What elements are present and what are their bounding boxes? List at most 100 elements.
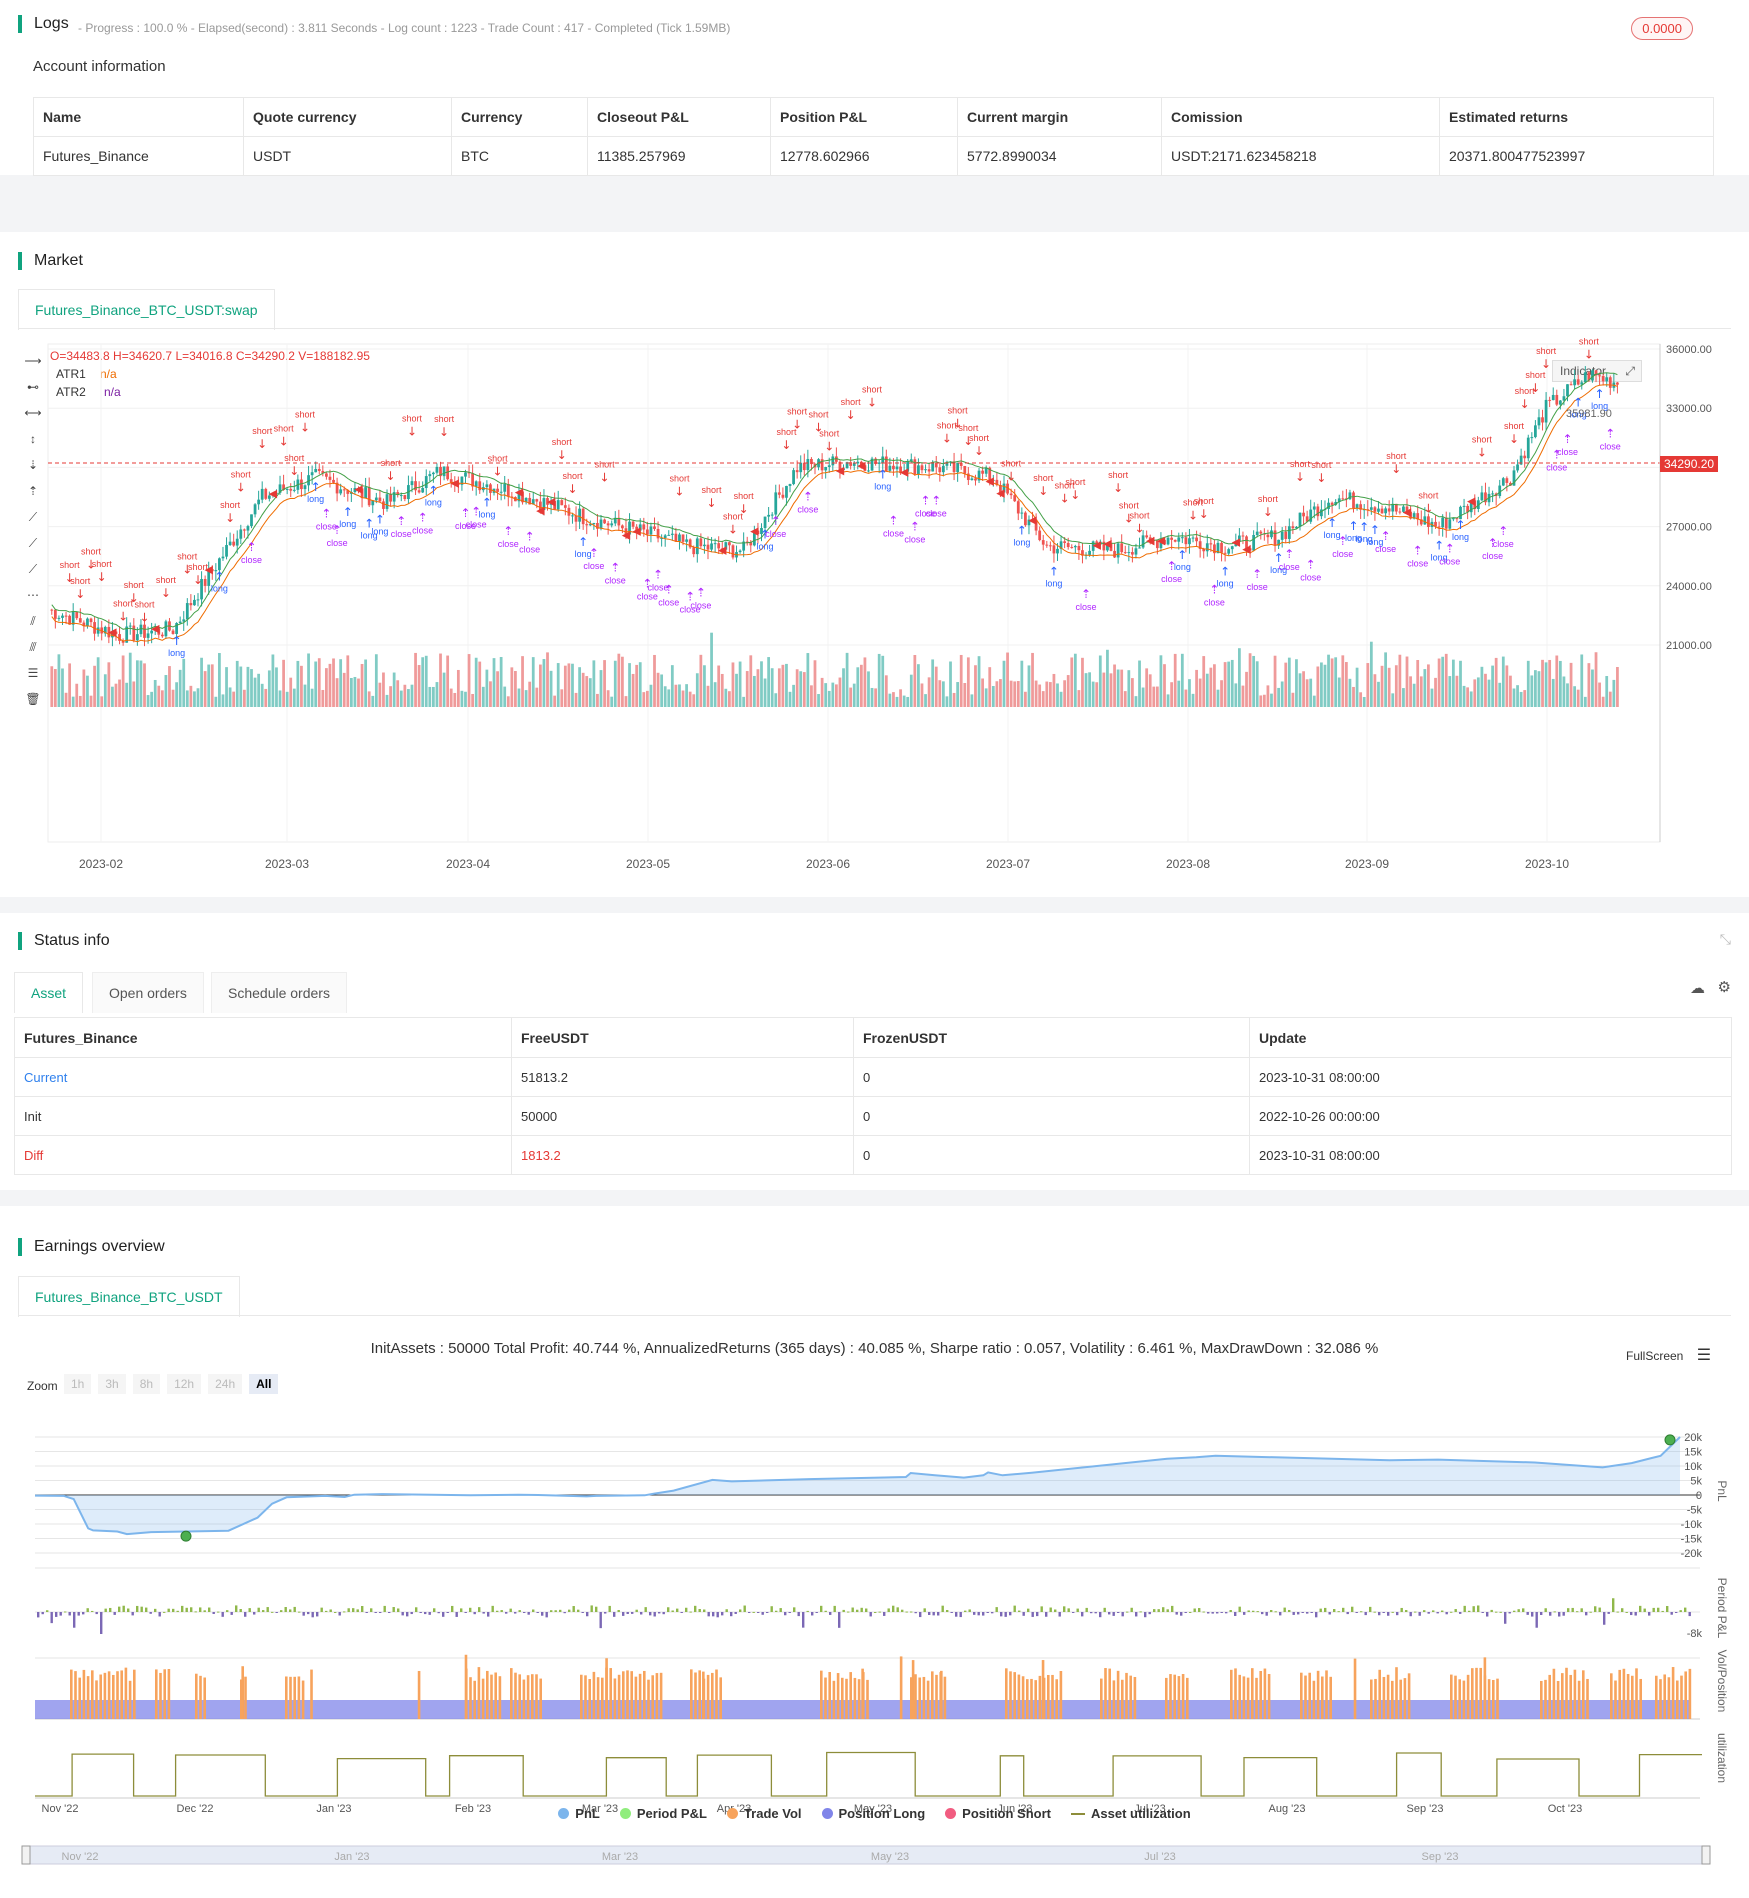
volume-bar	[1145, 668, 1149, 707]
long-arrow-icon: ↑	[1274, 551, 1284, 565]
candlestick-chart[interactable]: short↓short↓short↓short↓◀short↓short↓sho…	[0, 232, 1749, 897]
period-bar	[1324, 1607, 1327, 1612]
cell[interactable]: Current	[14, 1057, 512, 1097]
fullscreen-button[interactable]: FullScreen ☰	[1626, 1345, 1711, 1365]
ray-line-icon[interactable]: ⟋	[28, 536, 38, 550]
trade-vol-bar	[1407, 1673, 1411, 1719]
period-bar	[500, 1610, 503, 1612]
legend-period-pnl[interactable]: Period P&L	[619, 1806, 707, 1821]
candle-body	[670, 533, 674, 535]
volume-bar	[692, 694, 696, 707]
candle-body	[1519, 455, 1523, 465]
zoom-24h[interactable]: 24h	[208, 1374, 243, 1394]
zoom-8h[interactable]: 8h	[132, 1374, 161, 1394]
entry-marker-icon: ◀	[1242, 542, 1251, 555]
short-label: short	[937, 420, 958, 430]
period-bar	[464, 1612, 467, 1613]
volume-bar	[1398, 654, 1402, 707]
cell: 50000	[511, 1096, 854, 1136]
tab-asset[interactable]: Asset	[14, 972, 84, 1013]
horizontal-line-icon[interactable]: ⊷	[27, 380, 39, 394]
vertical-ray-icon[interactable]: ⇡	[27, 484, 39, 498]
candle-body	[317, 468, 321, 471]
levels-icon[interactable]: ☰	[27, 666, 39, 680]
period-bar	[671, 1610, 674, 1612]
candle-body	[257, 499, 261, 505]
short-arrow-icon: ↓	[942, 431, 952, 445]
volume-bar	[1245, 671, 1248, 707]
zoom-12h[interactable]: 12h	[167, 1374, 202, 1394]
volume-bar	[417, 665, 421, 707]
period-bar	[1265, 1612, 1268, 1616]
period-bar	[1522, 1608, 1525, 1612]
trash-icon[interactable]: 🗑	[25, 692, 41, 706]
candle-body	[1352, 492, 1355, 509]
period-bar	[136, 1605, 139, 1612]
candle-body	[1052, 545, 1056, 554]
candle-body	[581, 508, 585, 525]
candle-body	[941, 465, 945, 473]
candle-body	[938, 467, 942, 473]
vertical-segment-icon[interactable]: ⇣	[27, 458, 39, 472]
fibonacci-icon[interactable]: ⫻	[29, 640, 37, 654]
price-line-icon[interactable]: ⋯	[27, 588, 39, 602]
trend-line-icon[interactable]: ⟋	[28, 510, 38, 524]
legend-position-long[interactable]: Position Long	[821, 1806, 925, 1821]
volume-bar	[1469, 691, 1473, 707]
period-bar	[154, 1608, 157, 1612]
close-label: close	[1247, 582, 1268, 592]
trade-vol-bar	[613, 1678, 617, 1719]
legend-position-short[interactable]: Position Short	[945, 1806, 1051, 1821]
zoom-3h[interactable]: 3h	[98, 1374, 126, 1394]
volume-bar	[424, 655, 428, 707]
axis-title: utilization	[1715, 1733, 1729, 1783]
candle-body	[924, 469, 927, 471]
zoom-1h[interactable]: 1h	[64, 1374, 92, 1394]
cell: 1813.2	[511, 1135, 854, 1175]
tab-market-symbol[interactable]: Futures_Binance_BTC_USDT:swap	[18, 289, 275, 330]
gear-icon[interactable]: ⚙	[1717, 979, 1731, 996]
period-bar	[1126, 1611, 1129, 1613]
period-bar	[784, 1612, 787, 1616]
volume-bar	[581, 672, 585, 707]
legend-trade-vol[interactable]: Trade Vol	[726, 1806, 802, 1821]
status-badge: 0.0000	[1631, 17, 1693, 40]
indicator-button[interactable]: Indicator ⤢	[1552, 360, 1642, 382]
volume-bar	[1344, 662, 1348, 707]
volume-bar	[1020, 660, 1024, 707]
candle-body	[150, 630, 154, 634]
legend-pnl[interactable]: PnL	[558, 1806, 600, 1821]
col-header: Estimated returns	[1439, 97, 1714, 137]
cloud-download-icon[interactable]: ☁	[1690, 980, 1705, 997]
trade-vol-bar	[1483, 1675, 1487, 1719]
segment-icon[interactable]: ⟋	[28, 562, 38, 576]
long-label: long	[361, 530, 378, 540]
parallel-channel-icon[interactable]: ⫽	[30, 614, 36, 628]
volume-bar	[1598, 682, 1601, 707]
tab-earnings-symbol[interactable]: Futures_Binance_BTC_USDT	[18, 1276, 240, 1317]
trade-vol-bar	[1552, 1668, 1556, 1719]
period-bar	[1549, 1612, 1552, 1616]
period-bar	[271, 1611, 274, 1613]
candle-body	[292, 489, 296, 491]
volume-bar	[606, 690, 610, 707]
zoom-all[interactable]: All	[249, 1374, 279, 1394]
crosshair-icon[interactable]: ⟶	[24, 354, 42, 368]
candle-body	[1616, 382, 1619, 385]
volume-bar	[988, 667, 992, 707]
legend-asset-utilization[interactable]: Asset utilization	[1071, 1806, 1191, 1821]
cell: 0	[853, 1096, 1250, 1136]
candle-body	[203, 579, 207, 586]
tab-open-orders[interactable]: Open orders	[92, 972, 204, 1013]
volume-bar	[1476, 677, 1480, 707]
volume-bar	[1006, 652, 1009, 707]
trade-vol-bar	[116, 1671, 119, 1719]
menu-icon[interactable]: ☰	[1696, 1347, 1712, 1364]
collapse-icon[interactable]: ⤡	[1719, 931, 1731, 947]
tab-schedule-orders[interactable]: Schedule orders	[211, 972, 347, 1013]
short-label: short	[1108, 470, 1129, 480]
horizontal-ray-icon[interactable]: ⟷	[24, 406, 42, 420]
vertical-line-icon[interactable]: ↕	[30, 432, 36, 446]
candle-body	[1551, 394, 1555, 401]
